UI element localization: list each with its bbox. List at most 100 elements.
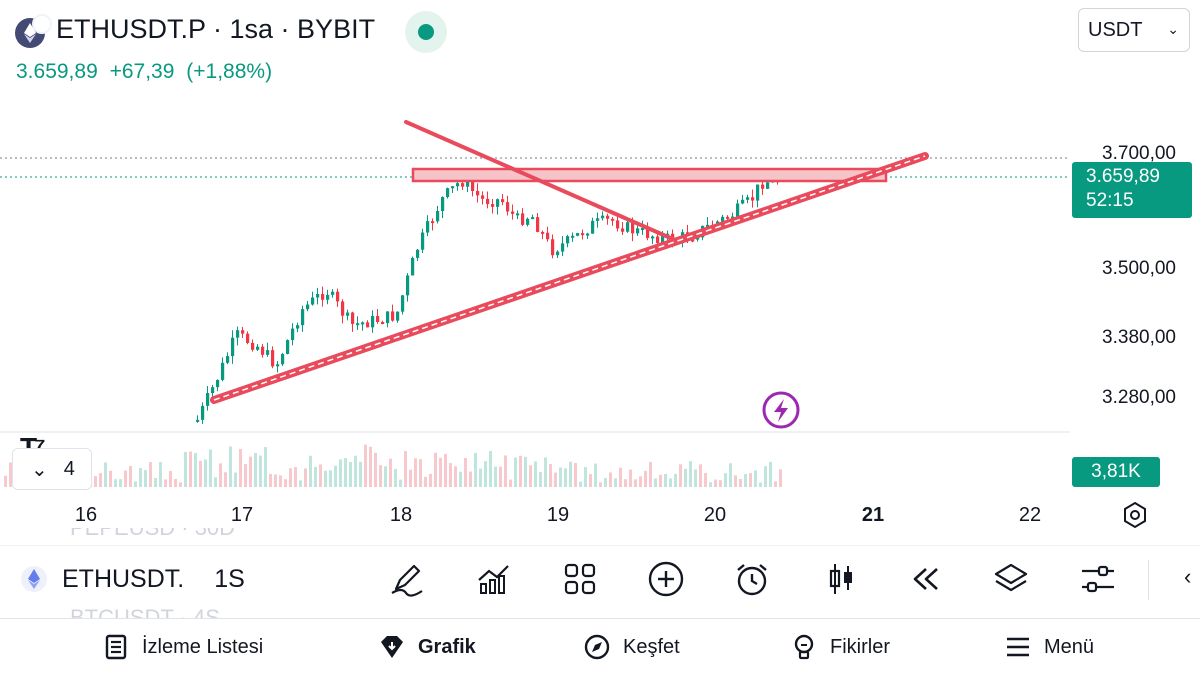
volume-bar <box>399 479 402 487</box>
settings-sliders-icon[interactable] <box>1079 560 1117 598</box>
indicators-icon[interactable] <box>475 560 513 598</box>
volume-bar <box>434 452 437 487</box>
volume-bar <box>474 452 477 487</box>
alert-clock-icon[interactable] <box>733 560 771 598</box>
symbol-title[interactable]: ETHUSDT.P · 1sa · BYBIT <box>56 14 376 44</box>
layouts-icon[interactable] <box>561 560 599 598</box>
last-price: 3.659,89 <box>16 60 98 83</box>
volume-bar <box>179 482 182 487</box>
volume-bar <box>299 480 302 487</box>
volume-bar <box>189 451 192 487</box>
candlestick-series <box>196 173 780 424</box>
price-summary: 3.659,89 +67,39 (+1,88%) <box>16 60 278 84</box>
candle-body <box>406 275 410 296</box>
candle-body <box>741 199 745 204</box>
volume-bar <box>109 470 112 487</box>
layers-icon[interactable] <box>992 560 1030 598</box>
candle-body <box>301 309 305 326</box>
volume-bar <box>589 474 592 487</box>
volume-bar <box>669 478 672 487</box>
candles-icon[interactable] <box>822 560 860 598</box>
date-label-16: 16 <box>74 504 98 526</box>
candle-body <box>536 217 540 232</box>
add-icon[interactable] <box>647 560 685 598</box>
candle-body <box>366 322 370 328</box>
symbol-toolbar: ETHUSDT. 1S <box>20 558 245 600</box>
candle-body <box>556 251 560 256</box>
volume-bar <box>594 463 597 487</box>
volume-bar <box>409 469 412 487</box>
indicators-collapse-button[interactable]: ⌄ 4 <box>12 448 92 490</box>
nav-chart[interactable]: Grafik <box>378 628 476 666</box>
volume-bar <box>349 462 352 487</box>
candle-body <box>246 333 250 343</box>
volume-bar <box>319 464 322 487</box>
volume-bar <box>729 463 732 487</box>
candle-body <box>731 216 735 219</box>
volume-bar <box>499 466 502 487</box>
volume-bar <box>304 468 307 487</box>
volume-bar <box>464 457 467 487</box>
price-chart[interactable] <box>0 90 1200 490</box>
nav-ideas[interactable]: Fikirler <box>790 628 890 666</box>
interval-select[interactable]: 1S <box>214 564 245 593</box>
volume-bar <box>234 472 237 487</box>
candle-body <box>516 213 520 216</box>
nav-menu[interactable]: Menü <box>1004 628 1094 666</box>
volume-bar <box>419 459 422 487</box>
volume-bar <box>324 470 327 487</box>
symbol-name[interactable]: ETHUSDT. <box>62 564 185 593</box>
candle-body <box>346 312 350 316</box>
volume-bar <box>354 455 357 487</box>
nav-watchlist[interactable]: İzleme Listesi <box>102 628 263 666</box>
watchlist-icon <box>105 634 127 660</box>
replay-icon[interactable] <box>906 560 944 598</box>
candle-body <box>721 216 725 222</box>
volume-tag: 3,81K <box>1072 457 1160 487</box>
candle-body <box>506 202 510 212</box>
candle-body <box>266 350 270 355</box>
candle-body <box>271 350 275 367</box>
volume-bar <box>429 473 432 487</box>
exchange-badge-icon <box>32 14 52 34</box>
volume-bar <box>604 478 607 487</box>
chevron-left-icon[interactable]: ‹ <box>1184 564 1192 589</box>
date-label-19: 19 <box>546 504 570 526</box>
chevron-down-icon: ⌄ <box>1167 21 1179 37</box>
candle-body <box>521 213 525 225</box>
volume-bar <box>114 479 117 487</box>
volume-bar <box>554 472 557 487</box>
candle-body <box>216 379 220 388</box>
nav-explore[interactable]: Keşfet <box>583 628 680 666</box>
volume-bar <box>104 462 107 487</box>
candle-body <box>201 405 205 420</box>
candle-body <box>656 236 660 243</box>
candle-body <box>461 183 465 187</box>
ascending-trendline-center <box>213 155 926 401</box>
currency-select[interactable]: USDT ⌄ <box>1078 8 1190 52</box>
volume-bar <box>774 481 777 487</box>
volume-bar <box>754 470 757 487</box>
price-label-3280: 3.280,00 <box>1102 387 1176 408</box>
chart-settings-icon[interactable] <box>1120 500 1150 530</box>
nav-explore-label: Keşfet <box>623 635 680 658</box>
volume-bar <box>389 458 392 487</box>
candle-body <box>261 346 265 355</box>
candle-body <box>591 220 595 234</box>
candle-body <box>286 340 290 354</box>
volume-bar <box>489 450 492 487</box>
volume-bar <box>9 462 12 487</box>
candle-body <box>626 222 630 232</box>
volume-bar <box>714 479 717 487</box>
volume-bar <box>454 466 457 487</box>
candle-body <box>206 393 210 406</box>
volume-bar <box>769 461 772 487</box>
volume-bar <box>339 459 342 487</box>
volume-bar <box>659 474 662 487</box>
candle-body <box>641 227 645 230</box>
candle-body <box>326 294 330 300</box>
pencil-icon[interactable] <box>388 560 426 598</box>
volume-bar <box>254 452 257 487</box>
date-label-17: 17 <box>230 504 254 526</box>
candle-body <box>456 183 460 187</box>
